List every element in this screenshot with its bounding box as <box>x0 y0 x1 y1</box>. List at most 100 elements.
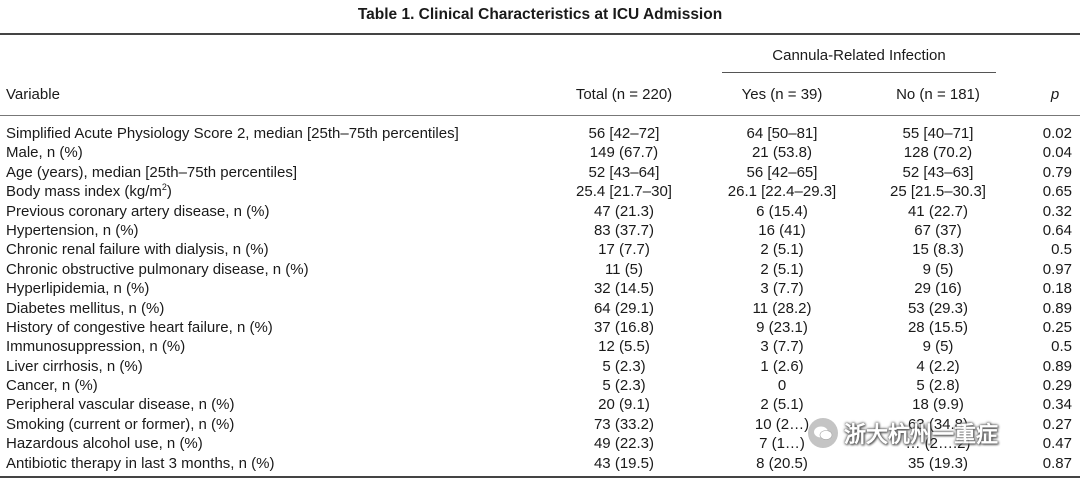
header-rule <box>0 115 1080 116</box>
table-row: Diabetes mellitus, n (%) 64 (29.1) 11 (28.… <box>0 299 1080 318</box>
cell-no: 15 (8.3) <box>912 241 964 259</box>
table-row: Body mass index (kg/m2) 25.4 [21.7–30] 26.… <box>0 182 1080 201</box>
column-header-p: p <box>1050 86 1060 103</box>
table-row: Previous coronary artery disease, n (%) 4… <box>0 202 1080 221</box>
cell-variable: Male, n (%) <box>6 144 83 162</box>
cell-total: 20 (9.1) <box>598 396 650 414</box>
cell-variable: History of congestive heart failure, n (… <box>6 318 273 336</box>
cell-yes: 0 <box>777 377 787 395</box>
cell-total: 43 (19.5) <box>593 454 655 472</box>
cell-p-value: 0.29 <box>1042 377 1072 395</box>
cell-yes: 56 [42–65] <box>746 163 818 181</box>
cell-no: 41 (22.7) <box>907 202 969 220</box>
column-header-total: Total (n = 220) <box>575 86 673 103</box>
cell-p-value: 0.27 <box>1042 415 1072 433</box>
column-header-variable: Variable <box>6 86 60 103</box>
cell-p-value: 0.34 <box>1042 396 1072 414</box>
wechat-logo-icon <box>808 418 838 448</box>
cell-no: 53 (29.3) <box>907 299 969 317</box>
group-header-cannula-infection: Cannula-Related Infection <box>772 47 946 64</box>
cell-no: 4 (2.2) <box>916 357 960 375</box>
cell-total: 11 (5) <box>604 260 644 278</box>
cell-p-value: 0.97 <box>1042 260 1072 278</box>
cell-yes: 3 (7.7) <box>760 338 804 356</box>
table-row: History of congestive heart failure, n (… <box>0 318 1080 337</box>
table-body: Simplified Acute Physiology Score 2, med… <box>0 124 1080 473</box>
table-row: Liver cirrhosis, n (%) 5 (2.3) 1 (2.6) 4 (2… <box>0 357 1080 376</box>
table-row: Immunosuppression, n (%) 12 (5.5) 3 (7.7) 9… <box>0 337 1080 356</box>
cell-p-value: 0.18 <box>1042 280 1072 298</box>
table-row: Cancer, n (%) 5 (2.3) 0 5 (2.8) 0.29 <box>0 376 1080 395</box>
cell-no: 35 (19.3) <box>907 454 969 472</box>
bottom-rule <box>0 476 1080 478</box>
watermark-text: 浙大杭州一重症 <box>844 422 999 447</box>
cell-yes: 7 (1…) <box>759 435 805 453</box>
cell-total: 47 (21.3) <box>593 202 655 220</box>
cell-total: 5 (2.3) <box>602 377 646 395</box>
cell-total: 56 [42–72] <box>588 125 660 142</box>
cell-total: 149 (67.7) <box>589 144 659 162</box>
column-header-no: No (n = 181) <box>896 86 980 103</box>
table-row: Male, n (%) 149 (67.7) 21 (53.8) 128 (70.2)… <box>0 143 1080 162</box>
cell-p-value: 0.65 <box>1042 183 1072 201</box>
cell-variable: Cancer, n (%) <box>6 377 98 395</box>
cell-no: 9 (5) <box>922 260 954 278</box>
cell-yes: 2 (5.1) <box>760 260 804 278</box>
cell-no: 28 (15.5) <box>907 318 969 336</box>
cell-p-value: 0.47 <box>1042 435 1072 453</box>
cell-variable: Hypertension, n (%) <box>6 221 139 239</box>
cell-p-value: 0.32 <box>1042 202 1072 220</box>
cell-variable: Hazardous alcohol use, n (%) <box>6 435 203 453</box>
cell-total: 49 (22.3) <box>593 435 655 453</box>
cell-variable: Antibiotic therapy in last 3 months, n (… <box>6 454 275 472</box>
cell-no: 128 (70.2) <box>903 144 973 162</box>
cell-p-value: 0.04 <box>1042 144 1072 162</box>
table-row: Age (years), median [25th–75th percentil… <box>0 163 1080 182</box>
cell-yes: 16 (41) <box>758 221 806 239</box>
table-row: Hazardous alcohol use, n (%) 49 (22.3) 7 (… <box>0 434 1080 453</box>
cell-no: 52 [43–63] <box>902 163 974 181</box>
cell-variable: Diabetes mellitus, n (%) <box>6 299 165 317</box>
cell-variable: Hyperlipidemia, n (%) <box>6 280 150 298</box>
cell-variable: Chronic obstructive pulmonary disease, n… <box>6 260 309 278</box>
column-header-yes: Yes (n = 39) <box>741 86 823 103</box>
cell-p-value: 0.64 <box>1042 221 1072 239</box>
cell-variable: Peripheral vascular disease, n (%) <box>6 396 235 414</box>
group-header-rule <box>722 72 996 73</box>
cell-no: 29 (16) <box>914 280 962 298</box>
table-row: Chronic obstructive pulmonary disease, n… <box>0 260 1080 279</box>
cell-variable: Previous coronary artery disease, n (%) <box>6 202 270 220</box>
cell-yes: 1 (2.6) <box>760 357 804 375</box>
cell-no: … (2….2) <box>905 435 971 453</box>
cell-total: 64 (29.1) <box>593 299 655 317</box>
cell-no: 9 (5) <box>922 338 954 356</box>
cell-p-value: 0.79 <box>1042 163 1072 181</box>
table-title: Table 1. Clinical Characteristics at ICU… <box>357 6 723 23</box>
cell-total: 73 (33.2) <box>593 415 655 433</box>
cell-p-value: 0.02 <box>1042 125 1072 142</box>
cell-no: 5 (2.8) <box>916 377 960 395</box>
cell-no: 18 (9.9) <box>912 396 964 414</box>
cell-variable: Chronic renal failure with dialysis, n (… <box>6 241 269 259</box>
cell-total: 25.4 [21.7–30] <box>576 183 672 201</box>
cell-yes: 2 (5.1) <box>760 396 804 414</box>
cell-total: 32 (14.5) <box>593 280 655 298</box>
cell-p-value: 0.89 <box>1042 357 1072 375</box>
table-row: Hyperlipidemia, n (%) 32 (14.5) 3 (7.7) 29 … <box>0 279 1080 298</box>
cell-yes: 11 (28.2) <box>752 299 812 317</box>
cell-total: 52 [43–64] <box>588 163 660 181</box>
cell-variable: Age (years), median [25th–75th percentil… <box>6 163 297 181</box>
cell-yes: 3 (7.7) <box>760 280 804 298</box>
cell-total: 5 (2.3) <box>602 357 646 375</box>
cell-p-value: 0.89 <box>1042 299 1072 317</box>
table-row: Antibiotic therapy in last 3 months, n (… <box>0 454 1080 473</box>
cell-yes: 10 (2…) <box>754 415 810 433</box>
cell-yes: 26.1 [22.4–29.3] <box>727 183 837 201</box>
table-row: Chronic renal failure with dialysis, n (… <box>0 240 1080 259</box>
cell-total: 17 (7.7) <box>598 241 650 259</box>
cell-total: 37 (16.8) <box>593 318 655 336</box>
cell-yes: 6 (15.4) <box>756 202 808 220</box>
cell-yes: 21 (53.8) <box>751 144 813 162</box>
cell-no: 55 [40–71] <box>902 125 974 142</box>
cell-p-value: 0.87 <box>1042 454 1072 472</box>
